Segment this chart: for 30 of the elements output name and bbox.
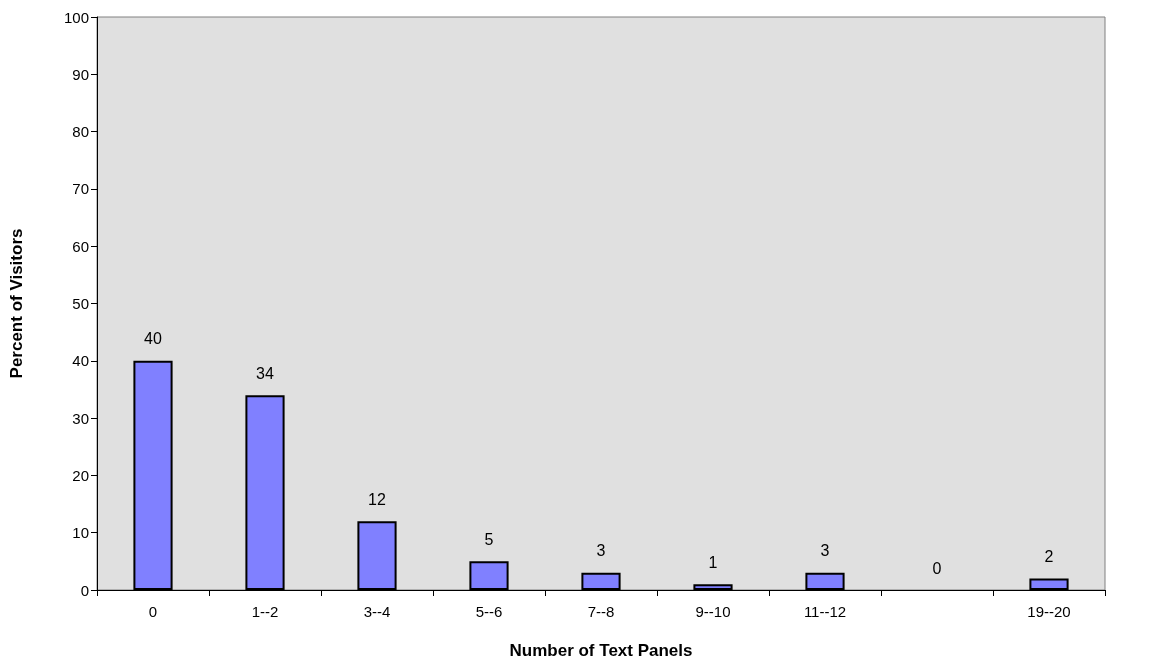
y-tick-label: 20	[72, 466, 89, 484]
y-tick-label: 90	[72, 65, 89, 83]
data-label: 12	[368, 490, 386, 508]
x-tick-label: 1--2	[251, 603, 279, 620]
data-label: 2	[1044, 548, 1054, 566]
y-tick-label: 0	[80, 581, 89, 599]
data-label: 5	[484, 530, 494, 548]
data-label: 3	[596, 542, 606, 560]
data-label: 0	[932, 559, 942, 577]
x-axis-title: Number of Text Panels	[509, 641, 693, 660]
x-tick-label: 11--12	[803, 603, 847, 620]
y-axis-title: Percent of Visitors	[7, 228, 26, 379]
x-tick-label: 3--4	[363, 603, 391, 620]
x-tick-label: 9--10	[695, 603, 731, 620]
y-tick-label: 50	[72, 295, 89, 312]
y-tick-label: 10	[72, 524, 89, 542]
x-tick-label: 5--6	[475, 603, 503, 620]
data-label: 34	[256, 364, 274, 382]
y-tick-label: 40	[72, 352, 89, 370]
x-tick-label: 7--8	[587, 603, 615, 620]
y-tick-label: 70	[72, 180, 89, 198]
y-tick-label: 30	[72, 409, 89, 427]
y-tick-label: 60	[72, 237, 89, 255]
data-label: 1	[708, 553, 718, 571]
y-tick-label: 100	[63, 8, 89, 26]
y-tick-label: 80	[72, 123, 89, 141]
x-tick-label: 0	[148, 603, 158, 620]
x-tick-label: 19--20	[1027, 603, 1071, 620]
data-label: 40	[144, 330, 162, 348]
data-label: 3	[820, 542, 830, 560]
